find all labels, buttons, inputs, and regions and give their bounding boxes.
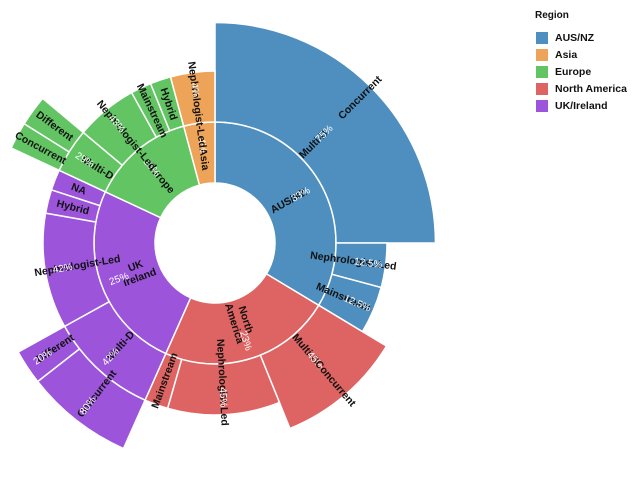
third-segment-eu-different[interactable]: [23, 97, 85, 153]
legend-label: UK/Ireland: [555, 99, 608, 112]
legend-swatch: [535, 81, 549, 96]
legend-items: AUS/NZ Asia Europe North America UK/Ireland: [535, 29, 635, 114]
outer-segment-asia-neph[interactable]: [169, 70, 216, 128]
legend-label: Europe: [555, 65, 592, 78]
outer-pct-uk-neph: 42%: [52, 262, 74, 276]
chart-arcs: [10, 21, 437, 450]
legend-item-asia[interactable]: Asia: [535, 46, 635, 63]
outer-pct-na-neph: 45%: [217, 387, 229, 408]
outer-label-na-neph: Nephrologist-Led: [214, 339, 231, 426]
legend-swatch: [535, 64, 549, 79]
legend-item-europe[interactable]: Europe: [535, 63, 635, 80]
legend-item-aus-nz[interactable]: AUS/NZ: [535, 29, 635, 46]
outer-label-uk-na: NA: [70, 181, 89, 198]
outer-segment-na-multid[interactable]: [259, 304, 388, 430]
legend-swatch: [535, 98, 549, 113]
legend-swatch: [535, 30, 549, 45]
legend-label: AUS/NZ: [555, 31, 595, 44]
legend-swatch: [535, 47, 549, 62]
legend: Region AUS/NZ Asia Europe North America UK/I…: [535, 10, 635, 114]
legend-label: Asia: [555, 48, 578, 61]
legend-item-north-america[interactable]: North America: [535, 80, 635, 97]
legend-label: North America: [555, 82, 627, 95]
inner-label-asia: Asia: [197, 147, 212, 171]
inner-pct-asia: 4%: [196, 137, 209, 153]
outer-pct-ausnz-neph: 12.5%: [353, 256, 383, 271]
legend-item-uk-ireland[interactable]: UK/Ireland: [535, 97, 635, 114]
outer-pct-asia-neph: 4%: [188, 82, 201, 98]
legend-title: Region: [535, 10, 569, 21]
outer-segment-ausnz-multid[interactable]: [214, 21, 437, 244]
third-segment-uk-different[interactable]: [17, 325, 81, 383]
